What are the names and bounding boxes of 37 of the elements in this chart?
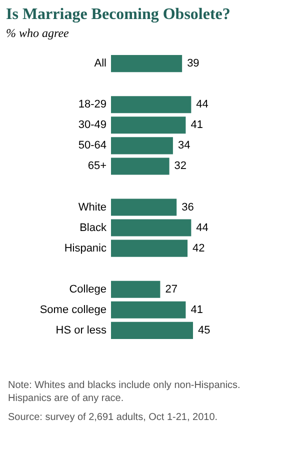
data-label: 36 [182,201,194,214]
y-tick-label: Hispanic [64,242,107,254]
bar [111,198,177,216]
y-tick-label: HS or less [56,324,107,336]
data-label: 41 [190,119,203,132]
data-label: 44 [196,222,208,234]
y-tick-label: 65+ [88,160,106,172]
bar [111,219,192,236]
y-tick-label: Some college [40,304,106,316]
data-label: 42 [192,242,205,254]
text: Note: Whites and blacks include only non-Hispanics. Hispanics are of any race. [8,379,242,405]
bar [111,301,186,318]
bar [111,96,192,114]
bar [111,137,173,154]
y-tick-label: 30-49 [78,119,106,132]
y-tick-label: College [69,283,106,296]
y-tick-label: All [94,58,106,70]
y-tick-label: Black [80,222,107,234]
chart-subtitle: % who agree [6,26,70,40]
bar [111,280,160,298]
bar [111,240,188,257]
bar [111,322,193,339]
y-tick-label: 50-64 [78,140,106,152]
data-label: 39 [187,58,200,70]
source-note: Source: survey of 2,691 adults, Oct 1-21, 2010. [8,411,219,424]
data-label: 34 [178,140,190,152]
data-label: 45 [198,324,210,336]
y-tick-label: White [78,201,106,214]
data-label: 41 [190,304,203,316]
data-label: 44 [196,98,208,111]
y-tick-label: 18-29 [78,98,106,111]
bar [111,158,170,175]
chart-title: Is Marriage Becoming Obsolete? [6,6,230,23]
data-label: 27 [165,283,178,296]
bar [111,116,186,134]
data-label: 32 [174,160,187,172]
bar [111,55,182,72]
